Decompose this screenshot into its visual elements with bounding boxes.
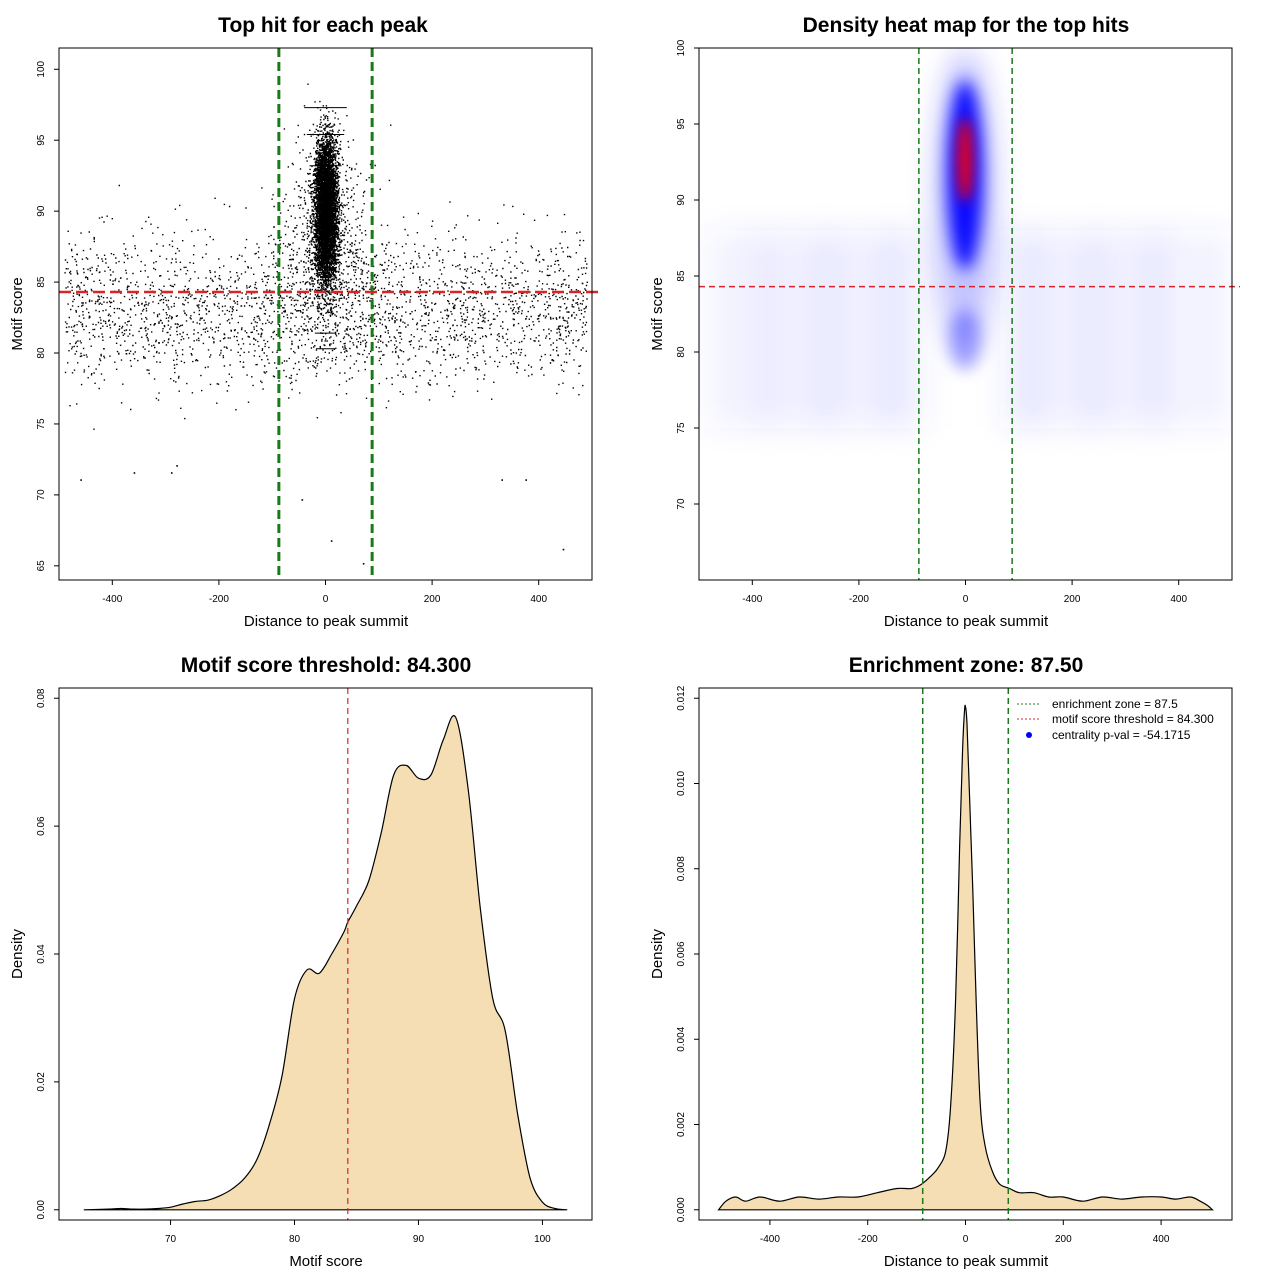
- scatter-outlier-point: [525, 479, 527, 481]
- y-tick-label: 80: [36, 347, 47, 359]
- heatmap-guide-lines: [699, 48, 1240, 580]
- legend-motif-threshold: motif score threshold = 84.300: [1052, 712, 1214, 726]
- x-tick-label: 0: [963, 1234, 969, 1245]
- x-tick-label: 0: [963, 594, 969, 605]
- y-tick-label: 100: [36, 61, 47, 78]
- scatter-outlier-point: [176, 465, 178, 467]
- distance-density-panel: Enrichment zone: 87.50 Distance to peak …: [649, 654, 1233, 1270]
- scatter-outlier-point: [301, 499, 304, 501]
- y-tick-label: 70: [36, 489, 47, 501]
- legend-pval-swatch: [1026, 732, 1032, 738]
- x-tick-label: -400: [742, 594, 762, 605]
- x-tick-label: -400: [102, 594, 122, 605]
- x-tick-label: 400: [1170, 594, 1187, 605]
- heatmap-background-band: [1148, 230, 1177, 428]
- scatter-outlier-point: [562, 548, 565, 551]
- y-tick-label: 80: [676, 346, 687, 358]
- scatter-outlier-point: [170, 472, 173, 474]
- x-tick-label: 100: [534, 1234, 551, 1245]
- heatmap-peak: [957, 118, 973, 202]
- legend-centrality-pval: centrality p-val = -54.1715: [1052, 728, 1191, 742]
- distance-density-x-axis-label: Distance to peak summit: [884, 1253, 1049, 1270]
- distance-density-plot-frame: [698, 687, 1233, 1221]
- y-tick-label: 0.04: [36, 944, 47, 964]
- x-tick-label: 0: [323, 594, 329, 605]
- distance-density-title: Enrichment zone: 87.50: [849, 654, 1084, 677]
- x-tick-label: 200: [1064, 594, 1081, 605]
- scatter-outlier-point: [362, 562, 365, 565]
- x-tick-label: 400: [530, 594, 547, 605]
- y-tick-label: 90: [676, 194, 687, 206]
- y-tick-label: 75: [676, 422, 687, 434]
- heatmap-background-band: [1175, 230, 1204, 428]
- x-tick-label: 400: [1153, 1234, 1170, 1245]
- x-tick-label: -200: [849, 594, 869, 605]
- heatmap-y-axis-label: Motif score: [649, 277, 666, 350]
- distance-density-y-axis-label: Density: [649, 928, 666, 979]
- heatmap-background-band: [900, 230, 929, 428]
- heatmap-panel: Density heat map for the top hits Distan…: [649, 14, 1240, 630]
- score-density-plot-frame: [58, 687, 593, 1221]
- scatter-outlier-point: [80, 479, 82, 481]
- y-tick-label: 85: [676, 270, 687, 282]
- y-tick-label: 0.012: [676, 685, 687, 710]
- y-tick-label: 0.010: [676, 771, 687, 796]
- x-tick-label: 70: [165, 1234, 177, 1245]
- scatter-plot-frame: [58, 47, 593, 581]
- y-tick-label: 70: [676, 498, 687, 510]
- score-density-title: Motif score threshold: 84.300: [181, 654, 472, 677]
- y-tick-label: 90: [36, 205, 47, 217]
- y-tick-label: 0.08: [36, 688, 47, 708]
- scatter-outlier-point: [330, 540, 333, 542]
- y-tick-label: 0.02: [36, 1072, 47, 1092]
- heatmap-density-field: [700, 50, 1231, 428]
- scatter-title: Top hit for each peak: [218, 14, 428, 37]
- legend-enrichment-zone: enrichment zone = 87.5: [1052, 697, 1178, 711]
- y-tick-label: 65: [36, 560, 47, 572]
- y-tick-label: 0.06: [36, 816, 47, 836]
- y-tick-label: 100: [676, 39, 687, 56]
- scatter-x-axis-label: Distance to peak summit: [244, 613, 409, 630]
- x-tick-label: 90: [413, 1234, 425, 1245]
- x-tick-label: 200: [424, 594, 441, 605]
- scatter-point-cloud: [64, 83, 588, 565]
- y-tick-label: 0.00: [36, 1200, 47, 1220]
- y-tick-label: 0.004: [676, 1026, 687, 1051]
- scatter-points: [64, 83, 588, 430]
- y-tick-label: 0.008: [676, 856, 687, 881]
- distance-density-enrichment-lines: [921, 688, 1010, 1220]
- distance-density-curve: [717, 704, 1214, 1211]
- x-tick-label: 200: [1055, 1234, 1072, 1245]
- heatmap-title: Density heat map for the top hits: [803, 14, 1130, 37]
- score-density-y-axis-label: Density: [9, 928, 26, 979]
- x-tick-label: -200: [209, 594, 229, 605]
- x-tick-label: -400: [760, 1234, 780, 1245]
- score-density-curve: [83, 715, 568, 1211]
- scatter-outlier-point: [133, 472, 136, 474]
- x-tick-label: -200: [858, 1234, 878, 1245]
- score-density-x-axis-label: Motif score: [289, 1253, 362, 1270]
- scatter-y-axis-label: Motif score: [9, 277, 26, 350]
- x-tick-label: 80: [289, 1234, 301, 1245]
- y-tick-label: 85: [36, 276, 47, 288]
- score-density-panel: Motif score threshold: 84.300 Motif scor…: [9, 654, 593, 1270]
- y-tick-label: 95: [36, 134, 47, 146]
- scatter-axes: -400 -200 0 200 400 65 70 75 80 85 90 95 100: [36, 61, 547, 605]
- heatmap-plot-frame: [698, 47, 1233, 581]
- scatter-guide-lines: [59, 48, 600, 580]
- y-tick-label: 0.006: [676, 941, 687, 966]
- scatter-panel: Top hit for each peak Distance to peak s…: [9, 14, 600, 630]
- heatmap-background-band: [700, 230, 729, 428]
- heatmap-background-band: [727, 230, 756, 428]
- heatmap-x-axis-label: Distance to peak summit: [884, 613, 1049, 630]
- scatter-outlier-point: [501, 479, 503, 481]
- y-tick-label: 0.002: [676, 1112, 687, 1137]
- y-tick-label: 95: [676, 118, 687, 130]
- y-tick-label: 75: [36, 418, 47, 430]
- heatmap-lower-lobe: [949, 310, 981, 370]
- heatmap-background-band: [1202, 230, 1231, 428]
- distance-density-legend: enrichment zone = 87.5 motif score thres…: [1017, 697, 1214, 742]
- y-tick-label: 0.000: [676, 1197, 687, 1222]
